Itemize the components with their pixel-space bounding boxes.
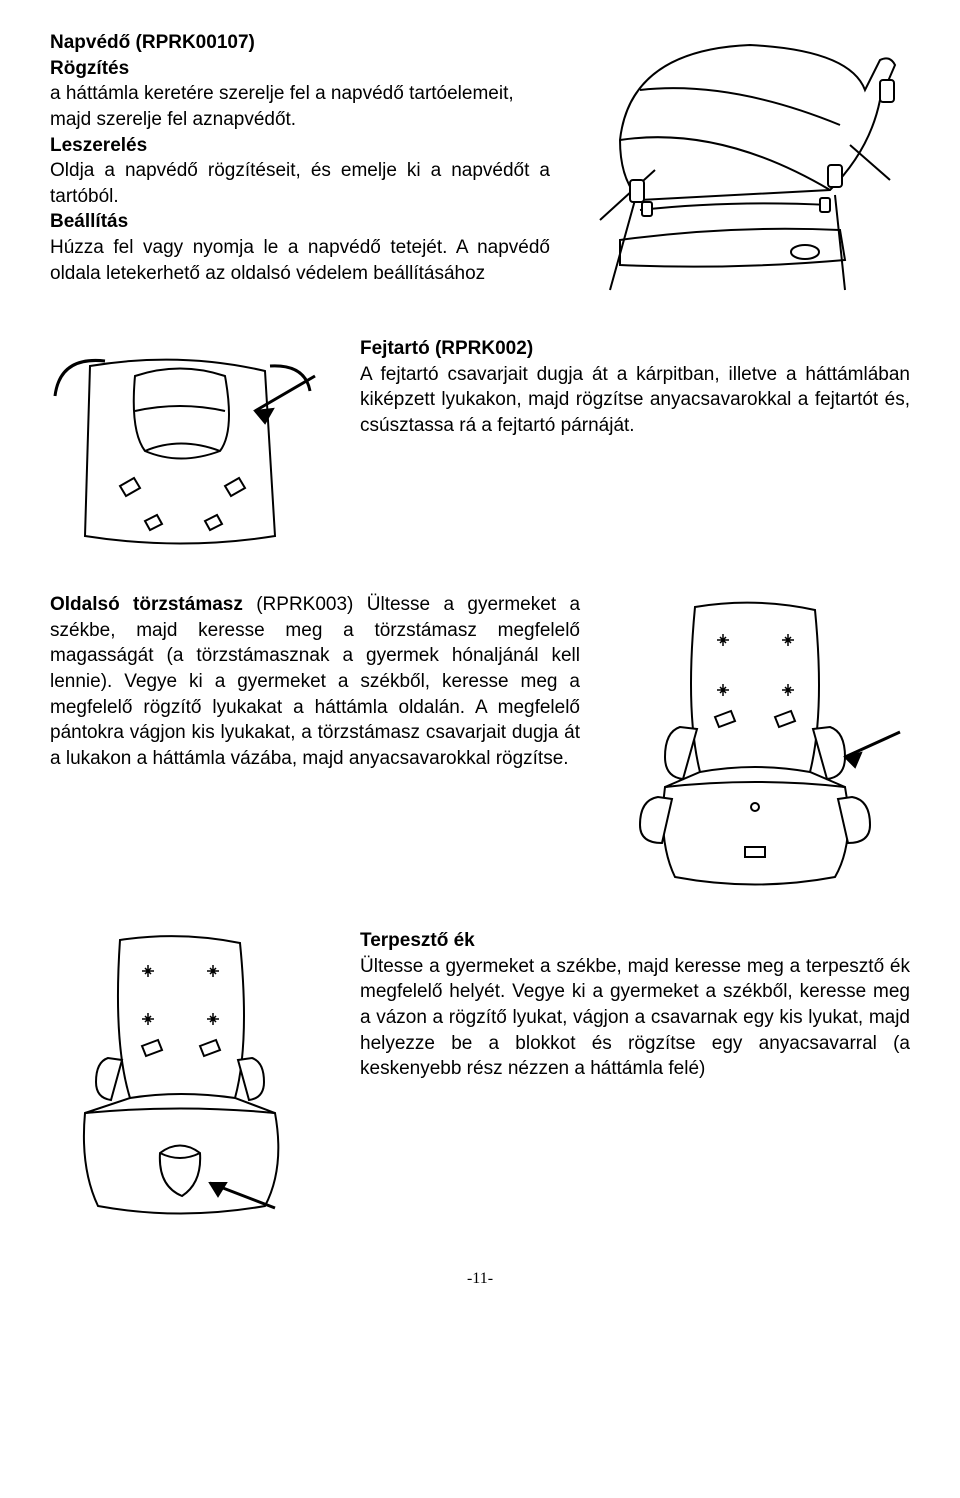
wedge-text: Terpesztő ék Ültesse a gyermeket a székb… — [360, 928, 910, 1082]
sunshade-text: Napvédő (RPRK00107) Rögzítés a háttámla … — [50, 30, 550, 310]
sunshade-illustration — [580, 30, 910, 310]
stroller-canopy-icon — [580, 30, 910, 310]
section-wedge: Terpesztő ék Ültesse a gyermeket a székb… — [50, 928, 910, 1228]
side-support-illustration — [610, 592, 910, 902]
sunshade-title: Napvédő (RPRK00107) — [50, 30, 550, 56]
wedge-title: Terpesztő ék — [360, 928, 910, 954]
headrest-icon — [50, 336, 330, 566]
text-beallitas: Húzza fel vagy nyomja le a napvédő tetej… — [50, 235, 550, 286]
headrest-title: Fejtartó (RPRK002) — [360, 336, 910, 362]
wedge-body: Ültesse a gyermeket a székbe, majd keres… — [360, 954, 910, 1082]
side-support-code: (RPRK003) — [243, 594, 354, 615]
section-sunshade: Napvédő (RPRK00107) Rögzítés a háttámla … — [50, 30, 910, 310]
side-support-title: Oldalsó törzstámasz — [50, 594, 243, 615]
heading-beallitas: Beállítás — [50, 209, 550, 235]
side-support-text: Oldalsó törzstámasz (RPRK003) Ültesse a … — [50, 592, 580, 771]
seat-side-support-icon — [610, 592, 910, 902]
headrest-illustration — [50, 336, 330, 566]
headrest-text: Fejtartó (RPRK002) A fejtartó csavarjait… — [360, 336, 910, 566]
section-side-support: Oldalsó törzstámasz (RPRK003) Ültesse a … — [50, 592, 910, 902]
text-leszereles: Oldja a napvédő rögzítéseit, és emelje k… — [50, 158, 550, 209]
heading-rogzites: Rögzítés — [50, 56, 550, 82]
wedge-illustration — [50, 928, 330, 1228]
text-rogzites: a háttámla keretére szerelje fel a napvé… — [50, 81, 550, 132]
headrest-body: A fejtartó csavarjait dugja át a kárpitb… — [360, 362, 910, 439]
heading-leszereles: Leszerelés — [50, 133, 550, 159]
section-headrest: Fejtartó (RPRK002) A fejtartó csavarjait… — [50, 336, 910, 566]
page-number: -11- — [50, 1268, 910, 1290]
side-support-body: Ültesse a gyermeket a székbe, majd keres… — [50, 594, 580, 769]
seat-wedge-icon — [50, 928, 330, 1228]
